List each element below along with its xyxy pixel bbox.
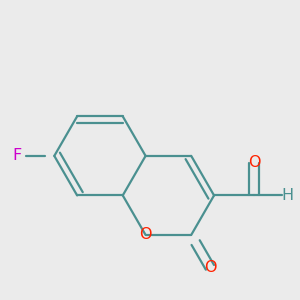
Text: O: O: [139, 227, 152, 242]
Text: F: F: [12, 148, 22, 164]
Text: O: O: [248, 155, 260, 170]
Text: H: H: [282, 188, 294, 203]
Text: O: O: [204, 260, 216, 275]
